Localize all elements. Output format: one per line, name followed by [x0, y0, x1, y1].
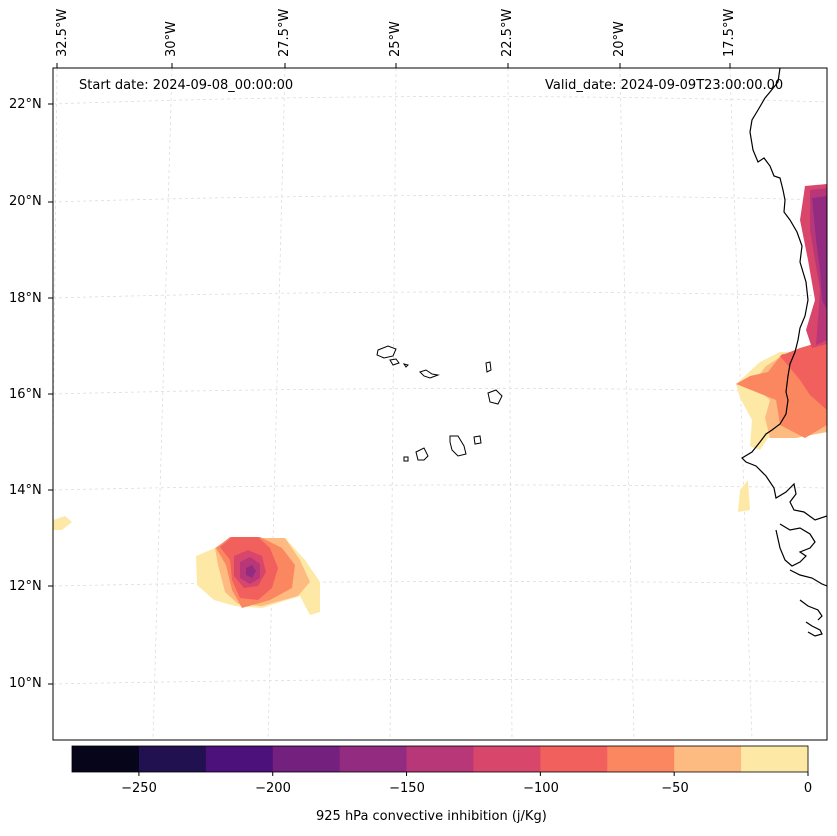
colorbar-tick-label: −50 [661, 781, 689, 796]
lat-label: 20°N [9, 194, 42, 209]
gridlines [53, 68, 827, 740]
cape-verde-islands [376, 345, 503, 462]
lat-label: 22°N [9, 97, 42, 112]
lat-label: 14°N [9, 483, 42, 498]
island-boa-vista [487, 389, 503, 405]
colorbar-swatch [473, 746, 541, 772]
cin-blob-west-l7 [246, 565, 256, 578]
lon-label: 25°W [388, 21, 403, 57]
island-sal [485, 361, 492, 373]
coastline [741, 68, 827, 637]
colorbar-swatch [339, 746, 408, 772]
colorbar-tick-label: 0 [803, 781, 813, 796]
colorbar-swatch [205, 746, 274, 772]
island-santa-luzia [402, 363, 409, 368]
island-sao-vicente [389, 358, 400, 366]
island-maio [473, 435, 482, 445]
lat-label: 12°N [9, 579, 42, 594]
island-brava [403, 456, 409, 462]
colorbar-tick-label: −150 [389, 781, 425, 796]
colorbar [71, 745, 809, 776]
colorbar-tick-label: −100 [523, 781, 559, 796]
colorbar-swatch [741, 746, 809, 772]
island-sao-nicolau [419, 369, 440, 379]
cin-ne-strip-core [812, 196, 827, 310]
island-fogo [415, 447, 429, 461]
lon-label: 17.5°W [722, 8, 737, 57]
colorbar-swatch [406, 746, 474, 772]
cin-patch-far-west [53, 516, 72, 530]
map-border [52, 67, 828, 741]
colorbar-swatch [72, 746, 140, 772]
lat-label: 18°N [9, 291, 42, 306]
colorbar-tick-label: −200 [255, 781, 291, 796]
lon-label: 27.5°W [277, 8, 292, 57]
start-date-label: Start date: 2024-09-08_00:00:00 [79, 78, 294, 93]
lat-label: 10°N [9, 676, 42, 691]
colorbar-swatch [138, 746, 207, 772]
lat-label: 16°N [9, 387, 42, 402]
cin-patch-south-coast [738, 480, 750, 512]
island-santo-antao [376, 345, 397, 359]
colorbar-swatch [272, 746, 341, 772]
cin-east-l4 [780, 340, 827, 410]
cin-contours [53, 184, 827, 615]
colorbar-swatch [540, 746, 608, 772]
colorbar-swatch [607, 746, 675, 772]
lon-label: 32.5°W [55, 8, 70, 57]
colorbar-border [71, 745, 809, 773]
lon-label: 20°W [612, 21, 627, 57]
colorbar-swatch [674, 746, 742, 772]
island-santiago [449, 435, 467, 457]
valid-date-label: Valid_date: 2024-09-09T23:00:00.00 [545, 78, 784, 93]
lon-label: 30°W [164, 21, 179, 57]
map-background [53, 68, 827, 740]
lon-label: 22.5°W [500, 8, 515, 57]
colorbar-title: 925 hPa convective inhibition (j/Kg) [316, 809, 547, 824]
colorbar-tick-label: −250 [121, 781, 157, 796]
